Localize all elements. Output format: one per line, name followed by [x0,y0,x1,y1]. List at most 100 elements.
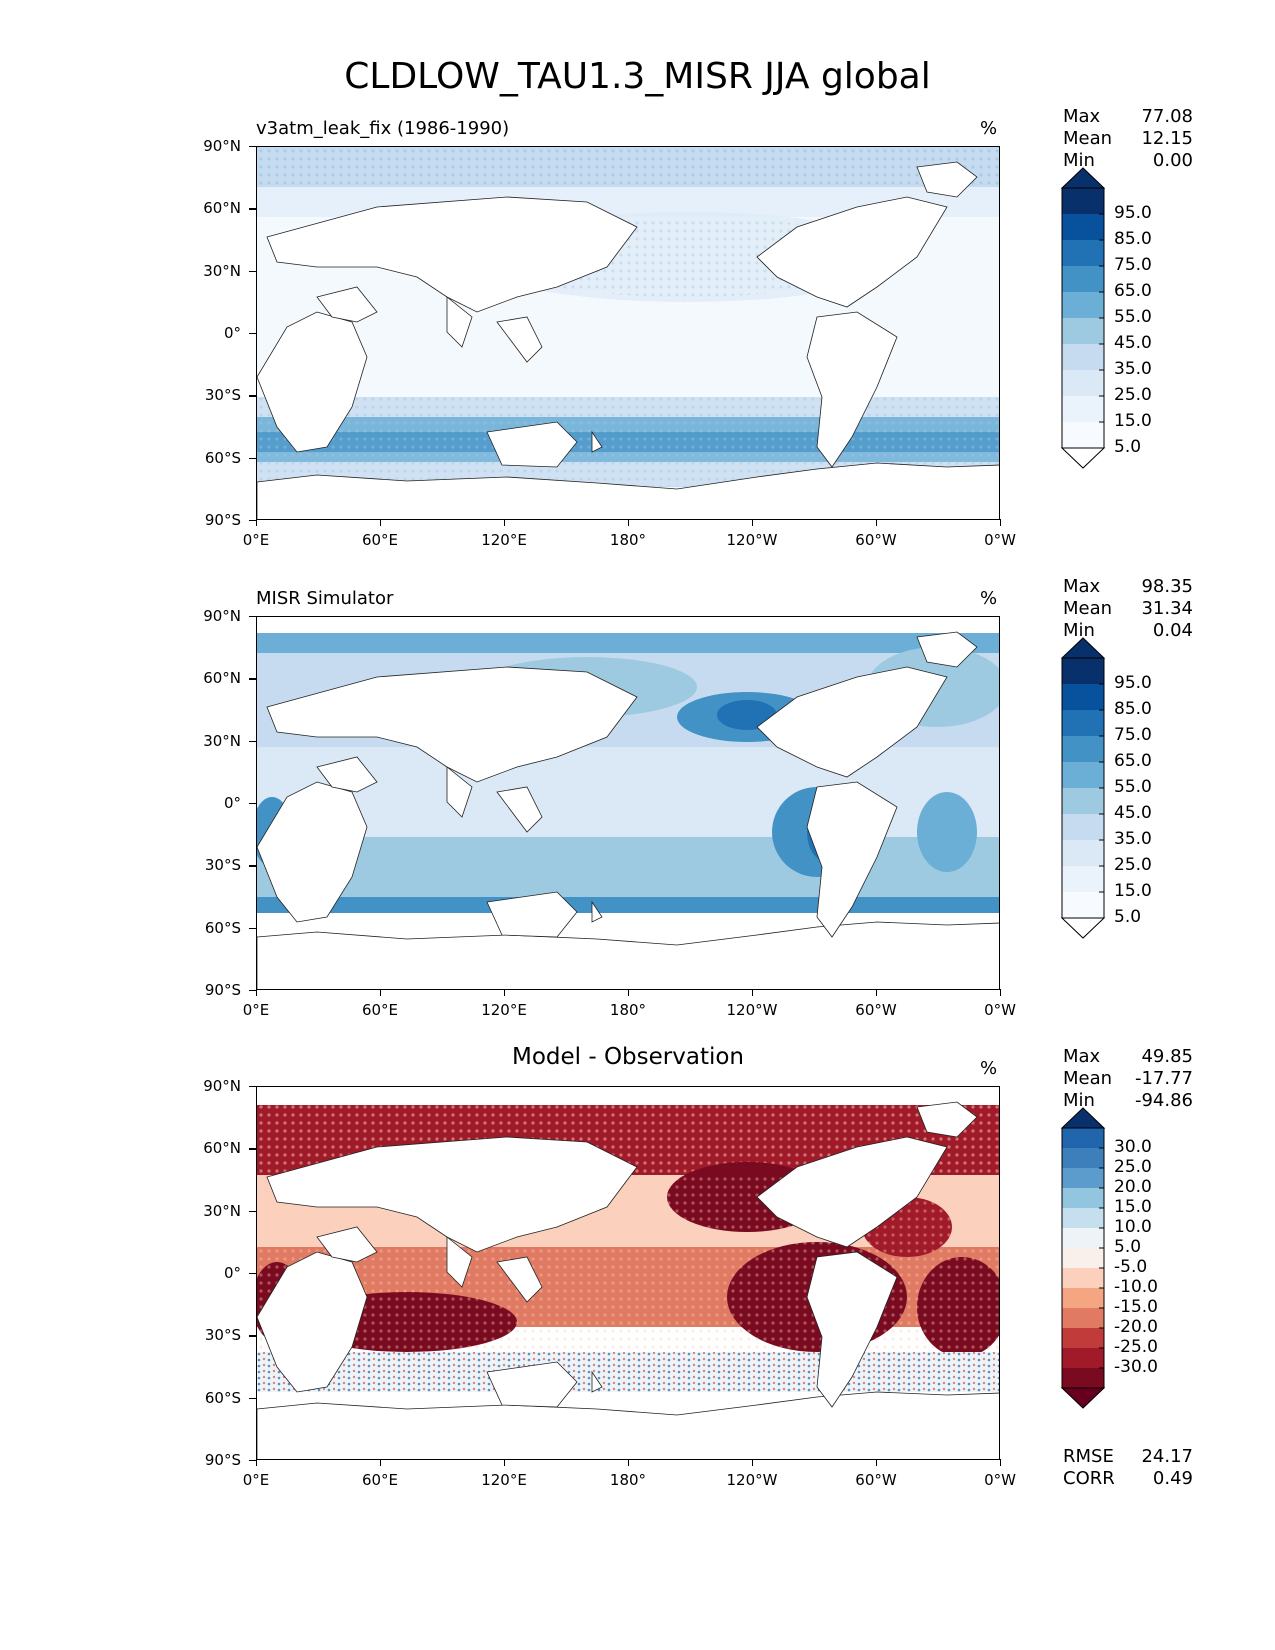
lon-tick-mark [876,989,878,996]
colorbar-over-extension [1060,167,1106,189]
min-value: -94.86 [1134,1090,1193,1111]
continent-shape [446,296,473,348]
lon-tick-label: 0°E [242,1001,270,1019]
lon-tick-mark [380,989,382,996]
continent-shape [496,786,543,833]
colorbar-label: 65.0 [1114,751,1152,771]
colorbar-segment [1062,214,1104,241]
colorbar-segment [1062,344,1104,371]
colorbar-segment [1062,188,1104,215]
continent-shape [916,1101,978,1138]
colorbar-segment [1062,1368,1104,1389]
metrics-box: RMSE 24.17 CORR 0.49 [1063,1446,1193,1490]
lat-tick-mark [249,520,256,522]
lat-tick-label: 60°S [204,1388,241,1407]
colorbar-segment [1062,892,1104,919]
lat-tick-mark [249,457,256,460]
stats-box: Max 98.35 Mean 31.34 Min 0.04 [1063,576,1193,642]
min-value: 0.04 [1152,620,1193,641]
continent-shape [756,666,948,778]
lat-tick-mark [249,865,256,867]
colorbar-label: 20.0 [1114,1177,1152,1197]
lat-tick-label: 90°N [203,607,241,625]
lon-tick-label: 180° [609,1471,647,1489]
lon-tick-label: 120°E [481,1471,527,1489]
lon-tick-label: 60°E [361,1471,399,1489]
map-plot [256,146,1000,520]
lat-tick-label: 30°S [204,386,241,405]
mean-value: 31.34 [1141,598,1193,619]
min-label: Min [1063,1090,1095,1111]
lat-tick-label: 90°S [204,1451,241,1469]
colorbar-label: 5.0 [1114,1237,1142,1257]
colorbar-label: 85.0 [1114,229,1152,249]
colorbar-segment [1062,1148,1104,1169]
figure-title: CLDLOW_TAU1.3_MISR JJA global [344,56,931,97]
continent-shape [591,1370,603,1393]
colorbar-under-extension [1060,1387,1106,1409]
lon-tick-label: 120°E [481,531,527,549]
lat-tick-mark [249,208,256,210]
colorbar-frame [1061,1127,1105,1389]
lat-tick-label: 0° [223,794,241,812]
lon-tick-label: 180° [609,531,647,549]
lon-tick-label: 60°W [855,531,897,549]
rmse-label: RMSE [1063,1446,1114,1467]
lon-tick-mark [752,1459,754,1466]
lon-tick-mark [504,519,506,526]
continent-shape [266,666,638,783]
lat-tick-mark [249,395,256,397]
panel-difference: Model - Observation % [0,1044,1275,1518]
lon-tick-label: 120°W [726,531,778,549]
colorbar-label: 85.0 [1114,699,1152,719]
lon-tick-mark [876,519,878,526]
continent-shape [446,766,473,818]
lon-tick-label: 60°W [855,1001,897,1019]
colorbar-label: 35.0 [1114,359,1152,379]
lon-tick-mark [1000,519,1002,526]
colorbar-label: 25.0 [1114,1157,1152,1177]
continent-shape [591,430,603,453]
colorbar-label: 15.0 [1114,881,1152,901]
continent-shape [591,900,603,923]
lat-tick-label: 30°S [204,856,241,875]
colorbar-label: 5.0 [1114,907,1142,927]
lat-tick-label: 30°N [203,1201,241,1220]
continent-shape [486,1361,578,1408]
stats-box: Max 49.85 Mean -17.77 Min -94.86 [1063,1046,1193,1112]
colorbar-segment [1062,710,1104,737]
lon-tick-mark [380,519,382,526]
rmse-value: 24.17 [1141,1446,1193,1467]
continent-shape [316,1226,378,1263]
continent-shape [257,1251,368,1393]
continent-shape [486,891,578,938]
colorbar-label: -15.0 [1114,1297,1158,1317]
colorbar-segment [1062,1308,1104,1329]
colorbar-segment [1062,292,1104,319]
lat-tick-label: 90°N [203,1077,241,1095]
colorbar-label: 75.0 [1114,255,1152,275]
lon-tick-mark [1000,1459,1002,1466]
lat-tick-label: 30°S [204,1326,241,1345]
colorbar-segment [1062,684,1104,711]
lon-tick-mark [628,1459,630,1466]
max-value: 77.08 [1141,106,1193,127]
lat-tick-mark [249,1273,256,1275]
lat-tick-mark [249,1148,256,1150]
continent-shape [257,781,368,923]
colorbar-segment [1062,266,1104,293]
lon-tick-mark [628,519,630,526]
max-label: Max [1063,106,1101,127]
lon-tick-label: 120°E [481,1001,527,1019]
lon-tick-label: 60°E [361,531,399,549]
colorbar-label: 95.0 [1114,203,1152,223]
lat-tick-mark [249,1210,256,1213]
mean-value: -17.77 [1134,1068,1193,1089]
lat-tick-mark [249,1086,256,1088]
max-label: Max [1063,1046,1101,1067]
lon-tick-label: 0°W [984,1471,1016,1489]
colorbar-label: 5.0 [1114,437,1142,457]
lon-tick-label: 0°E [242,1471,270,1489]
colorbar-label: 15.0 [1114,411,1152,431]
colorbar-segment [1062,1188,1104,1209]
